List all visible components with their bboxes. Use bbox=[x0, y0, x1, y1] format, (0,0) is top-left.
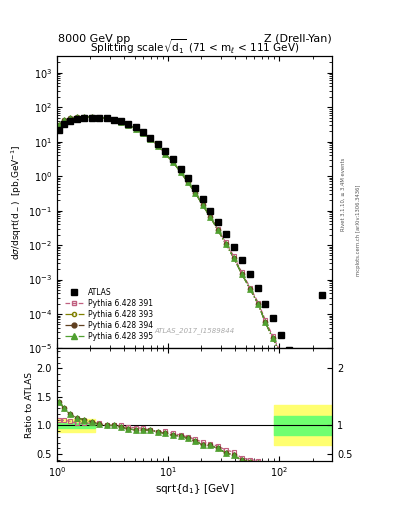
Text: Z (Drell-Yan): Z (Drell-Yan) bbox=[264, 33, 331, 44]
Legend: ATLAS, Pythia 6.428 391, Pythia 6.428 393, Pythia 6.428 394, Pythia 6.428 395: ATLAS, Pythia 6.428 391, Pythia 6.428 39… bbox=[61, 284, 156, 345]
Y-axis label: Ratio to ATLAS: Ratio to ATLAS bbox=[25, 372, 34, 438]
Y-axis label: d$\sigma$/dsqrt(d$_-$)  [pb,GeV$^{-1}$]: d$\sigma$/dsqrt(d$_-$) [pb,GeV$^{-1}$] bbox=[9, 145, 24, 260]
Text: Rivet 3.1.10, ≥ 3.4M events: Rivet 3.1.10, ≥ 3.4M events bbox=[341, 158, 346, 231]
Text: mcplots.cern.ch [arXiv:1306.3436]: mcplots.cern.ch [arXiv:1306.3436] bbox=[356, 185, 361, 276]
X-axis label: sqrt{d$_{1}$} [GeV]: sqrt{d$_{1}$} [GeV] bbox=[155, 482, 234, 496]
Text: ATLAS_2017_I1589844: ATLAS_2017_I1589844 bbox=[154, 327, 235, 334]
Text: 8000 GeV pp: 8000 GeV pp bbox=[58, 33, 130, 44]
Title: Splitting scale$\sqrt{\mathregular{d_1}}$ (71 < m$_\ell$ < 111 GeV): Splitting scale$\sqrt{\mathregular{d_1}}… bbox=[90, 37, 299, 56]
